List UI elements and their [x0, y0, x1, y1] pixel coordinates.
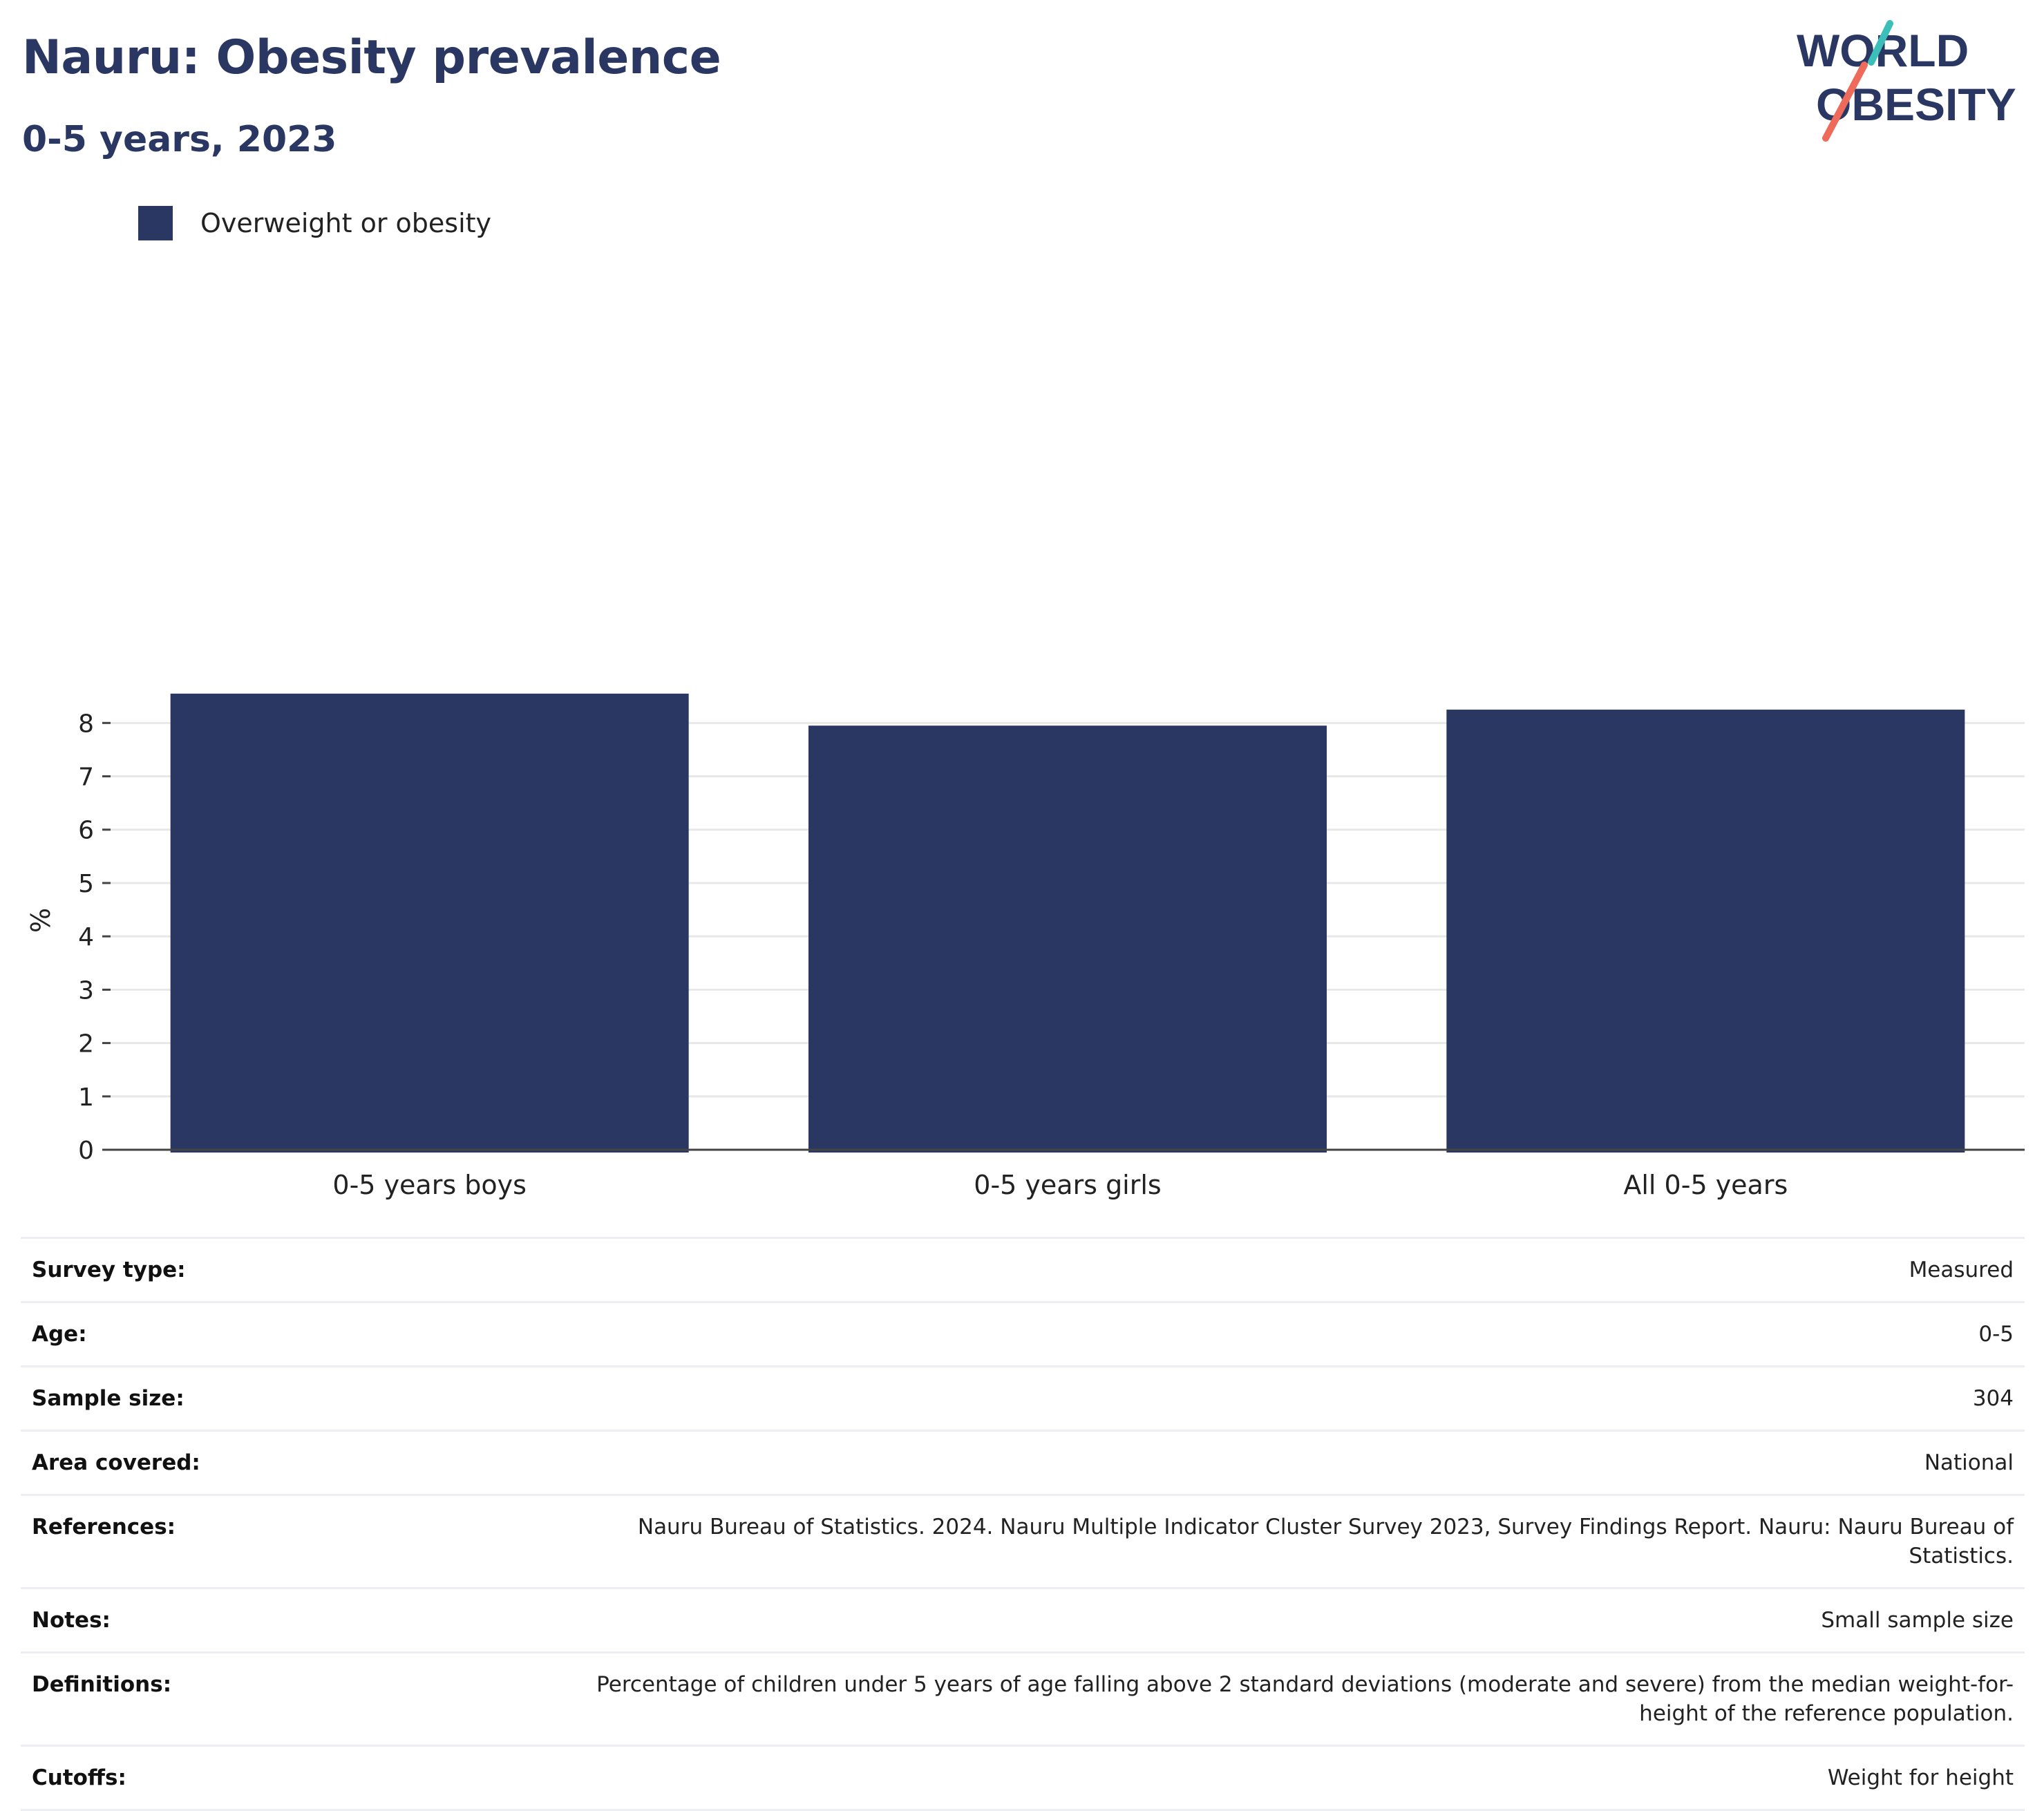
chart-legend[interactable]: Overweight or obesity [138, 206, 491, 240]
y-tick-label: 8 [78, 710, 94, 738]
info-row: Definitions: Percentage of children under… [21, 1652, 2025, 1746]
info-value: Measured [1909, 1258, 2014, 1282]
info-value: National [1924, 1450, 2014, 1475]
info-key: References: [32, 1515, 176, 1539]
chart-title: Nauru: Obesity prevalence [22, 30, 721, 85]
chart-subtitle: 0-5 years, 2023 [22, 119, 337, 160]
legend-swatch [138, 206, 173, 240]
legend-label: Overweight or obesity [200, 208, 492, 238]
y-tick-label: 2 [78, 1030, 94, 1059]
info-key: Area covered: [32, 1450, 200, 1475]
info-value: Nauru Bureau of Statistics. 2024. Nauru … [637, 1515, 2014, 1568]
bar-chart: 0 1 2 3 4 5 6 7 8 0-5 years boys 0-5 years girls Al… [26, 693, 2025, 1200]
world-obesity-logo: WORLD OBESITY [1797, 20, 2016, 142]
info-row: Age: 0-5 [21, 1302, 2025, 1367]
info-key: Notes: [32, 1608, 111, 1633]
info-value: Percentage of children under 5 years of … [596, 1672, 2014, 1726]
info-row: Cutoffs: Weight for height [21, 1745, 2025, 1810]
logo-slash-coral [1822, 61, 1868, 142]
bar [808, 726, 1327, 1153]
y-tick-label: 6 [78, 817, 94, 845]
y-tick-label: 0 [78, 1137, 94, 1165]
bar [170, 693, 689, 1153]
info-value: 304 [1972, 1386, 2014, 1411]
info-row: References: Nauru Bureau of Statistics. 2… [21, 1495, 2025, 1589]
logo-slash-teal [1868, 20, 1893, 66]
info-value: 0-5 [1978, 1322, 2014, 1347]
x-tick-label: 0-5 years boys [332, 1170, 526, 1200]
y-tick-label: 1 [78, 1083, 94, 1112]
info-row: Sample size: 304 [21, 1366, 2025, 1431]
survey-info-table: Survey type: Measured Age: 0-5 Sample size: 3… [21, 1237, 2025, 1811]
info-row: Notes: Small sample size [21, 1588, 2025, 1653]
bars [170, 693, 1965, 1153]
info-value: Weight for height [1827, 1765, 2014, 1790]
x-tick-label: All 0-5 years [1623, 1170, 1788, 1200]
x-tick-label: 0-5 years girls [974, 1170, 1161, 1200]
axes: 0 1 2 3 4 5 6 7 8 0-5 years boys 0-5 years girls Al… [26, 710, 2025, 1200]
info-value: Small sample size [1821, 1608, 2014, 1633]
info-key: Sample size: [32, 1386, 184, 1411]
info-key: Definitions: [32, 1672, 172, 1697]
info-key: Cutoffs: [32, 1765, 126, 1790]
y-tick-label: 7 [78, 764, 94, 792]
info-row: Area covered: National [21, 1430, 2025, 1495]
y-tick-label: 4 [78, 923, 94, 951]
info-key: Survey type: [32, 1258, 186, 1282]
y-axis-label: % [26, 908, 56, 933]
info-row: Survey type: Measured [21, 1238, 2025, 1302]
bar [1446, 710, 1965, 1153]
y-tick-label: 3 [78, 976, 94, 1005]
info-key: Age: [32, 1322, 87, 1347]
y-tick-label: 5 [78, 870, 94, 898]
